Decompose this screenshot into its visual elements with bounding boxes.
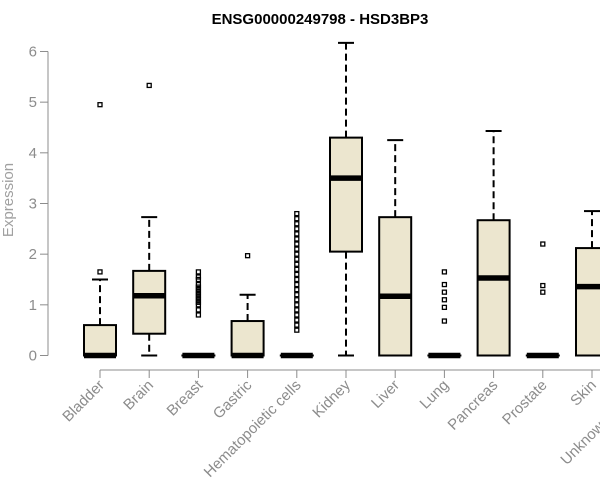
outlier-point <box>195 269 202 275</box>
box-pancreas <box>476 130 511 357</box>
outlier-point <box>294 297 300 303</box>
outlier-point <box>294 286 300 293</box>
box-kidney <box>329 41 363 357</box>
outlier-point <box>294 210 300 217</box>
outlier-point <box>441 289 448 295</box>
x-tick-label: Lung <box>417 377 453 413</box>
outlier-point <box>441 318 448 324</box>
x-tick-label: Hematopoietic cells <box>201 377 305 481</box>
outlier-point <box>146 82 152 89</box>
outlier-point <box>97 269 103 275</box>
outlier-point <box>294 317 300 323</box>
box-rect <box>378 216 413 357</box>
box-rect <box>575 247 600 357</box>
box-prostate <box>525 241 560 359</box>
outlier-point <box>540 289 546 295</box>
y-axis: 0 1 2 3 4 5 6 <box>29 43 49 365</box>
outlier-point <box>195 281 202 288</box>
outlier-point <box>294 246 300 252</box>
box-bladder <box>83 102 117 359</box>
outlier-point <box>441 297 448 303</box>
y-tick-label: 5 <box>29 94 37 111</box>
outlier-point <box>540 241 546 247</box>
box-rect <box>132 269 167 335</box>
box-rect <box>329 136 363 253</box>
box-skin <box>575 210 600 357</box>
outlier-point <box>97 102 103 108</box>
outlier-point <box>294 271 300 278</box>
outlier-point <box>294 216 300 222</box>
x-tick-label: Prostate <box>499 377 551 429</box>
outlier-point <box>294 276 300 283</box>
box-rect <box>83 324 117 357</box>
outlier-point <box>294 302 300 308</box>
box-breast <box>181 269 216 359</box>
y-tick-label: 6 <box>29 43 37 60</box>
outlier-point <box>195 274 202 280</box>
x-tick-label: Brain <box>120 377 157 414</box>
x-tick-label: Skin <box>567 377 600 410</box>
outlier-point <box>294 231 300 237</box>
y-axis-label: Expression <box>0 163 17 237</box>
outlier-point <box>294 261 300 267</box>
outlier-point <box>195 312 202 318</box>
outlier-point <box>294 312 300 318</box>
y-tick-label: 4 <box>29 145 37 162</box>
outlier-point <box>540 282 546 289</box>
outlier-point <box>294 251 300 257</box>
y-tick-label: 0 <box>29 348 37 365</box>
outlier-point <box>294 292 300 298</box>
box-brain <box>132 82 167 357</box>
outlier-point <box>294 236 300 242</box>
box-rect <box>230 320 265 357</box>
outlier-point <box>441 269 448 275</box>
chart-title: ENSG00000249798 - HSD3BP3 <box>212 11 429 28</box>
x-tick-label: Kidney <box>309 376 354 421</box>
outlier-point <box>294 266 300 273</box>
outlier-point <box>195 307 202 313</box>
x-tick-label: Gastric <box>210 376 256 422</box>
box-liver <box>378 139 413 357</box>
outlier-point <box>244 253 251 259</box>
outlier-point <box>294 256 300 262</box>
box-lung <box>427 269 462 359</box>
box-hematopoietic-cells <box>279 210 314 359</box>
boxes-group <box>83 41 600 359</box>
box-rect <box>476 219 511 357</box>
y-tick-label: 2 <box>29 246 37 263</box>
outlier-point <box>441 304 448 311</box>
outlier-point <box>294 226 300 232</box>
outlier-point <box>294 307 300 313</box>
outlier-point <box>294 322 300 328</box>
y-tick-label: 3 <box>29 195 37 212</box>
x-tick-label: Bladder <box>59 377 108 426</box>
y-tick-label: 1 <box>29 297 37 314</box>
x-tick-label: Pancreas <box>445 377 502 434</box>
box-gastric <box>230 253 265 359</box>
outlier-point <box>294 221 300 227</box>
outlier-point <box>294 327 300 333</box>
outlier-point <box>294 281 300 288</box>
x-tick-label: Liver <box>368 377 403 412</box>
outlier-point <box>294 241 300 247</box>
outlier-point <box>441 281 448 288</box>
x-tick-label: Breast <box>164 376 207 419</box>
